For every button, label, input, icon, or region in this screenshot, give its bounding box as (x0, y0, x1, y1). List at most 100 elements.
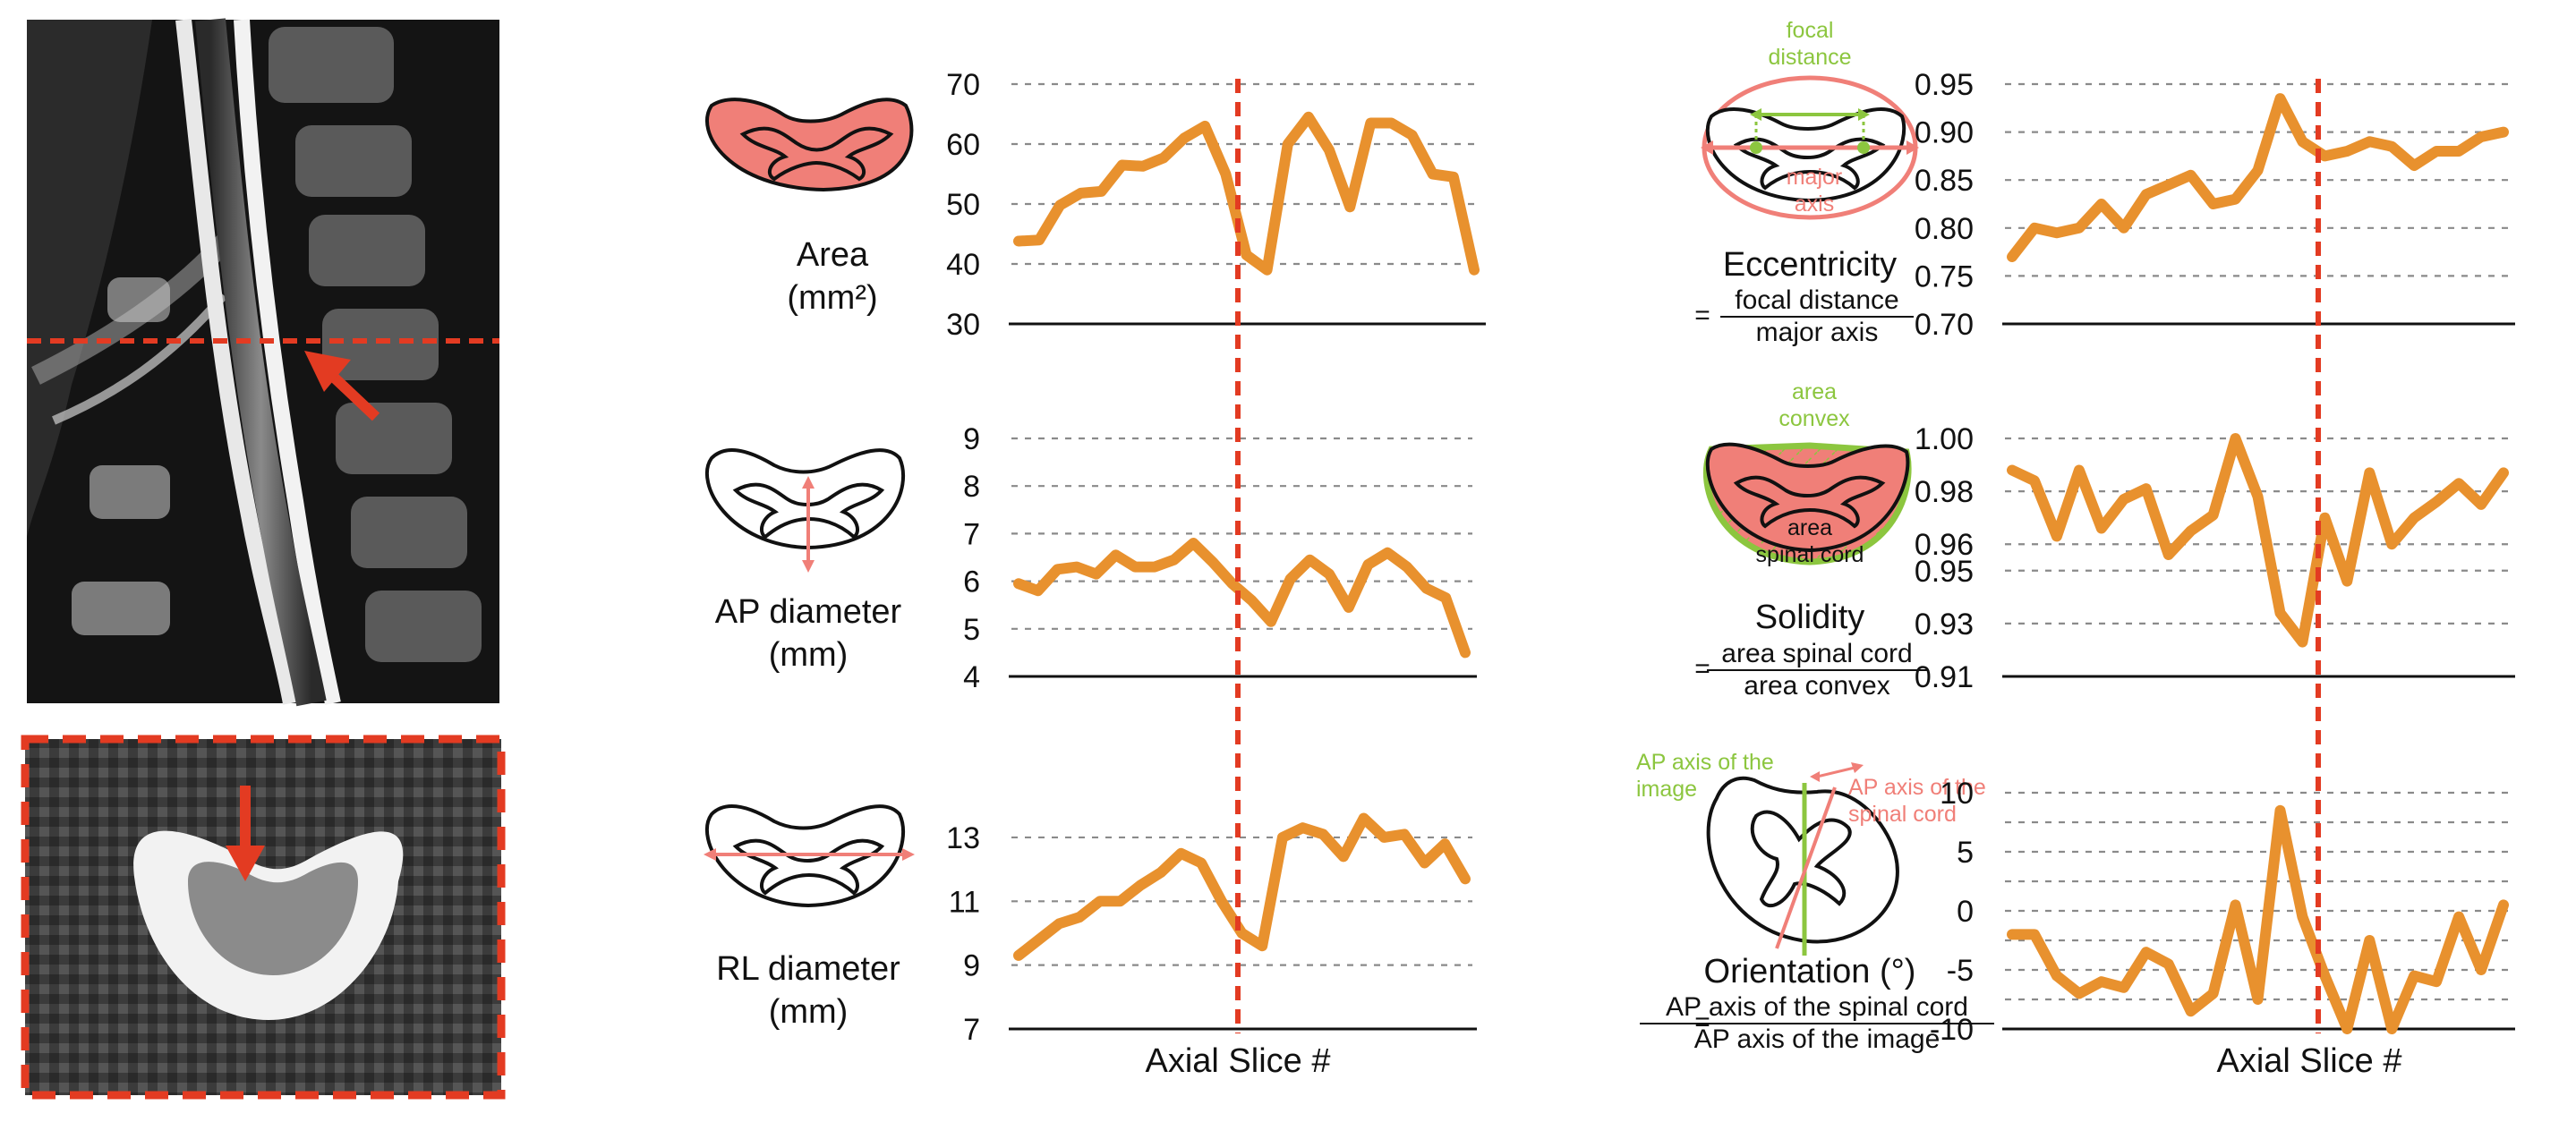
data-series (1013, 812, 1471, 961)
data-point (2435, 500, 2438, 503)
data-point (2122, 986, 2125, 989)
data-point (1200, 862, 1203, 864)
y-tick-label: -5 (1947, 954, 1974, 988)
formula-denominator: major axis (1756, 318, 1879, 347)
data-point (1220, 900, 1223, 903)
y-tick-label: 0.85 (1915, 164, 1974, 198)
chart-ori: Orientation (°)=AP axis of the spinal co… (1640, 777, 2515, 1054)
solidity-icon (1702, 442, 1912, 565)
formula-numerator: AP axis of the spinal cord (1666, 992, 1968, 1022)
data-point (2368, 472, 2371, 474)
data-point (1141, 165, 1144, 167)
data-point (2458, 150, 2461, 153)
data-point (1056, 568, 1059, 571)
data-point (2503, 472, 2504, 474)
data-point (2301, 915, 2304, 918)
data-point (1058, 922, 1061, 925)
data-point (1079, 916, 1081, 919)
data-point (2167, 963, 2170, 965)
y-tick-label: 10 (1940, 777, 1974, 811)
y-tick-label: -10 (1930, 1013, 1974, 1047)
data-point (2435, 981, 2438, 983)
data-point (2033, 480, 2035, 482)
data-point (2368, 939, 2371, 941)
data-point (1266, 268, 1268, 271)
y-tick-label: 70 (946, 68, 980, 102)
data-point (1322, 833, 1325, 836)
cord-label-line2: spinal cord (1756, 542, 1864, 567)
data-point (2458, 915, 2461, 918)
chart-label: AP diameter (715, 593, 902, 631)
data-point (1383, 836, 1386, 838)
data-point (2122, 497, 2125, 500)
data-point (1018, 582, 1019, 585)
data-point (2480, 503, 2483, 506)
chart-ecc: Eccentricity = focal distance major axis 0.7… (1694, 68, 2515, 347)
data-point (2346, 580, 2349, 582)
cord-axis-label-line1: AP axis of the (1848, 775, 1986, 800)
data-point (1464, 878, 1466, 880)
y-tick-label: 5 (1957, 836, 1974, 870)
data-point (2033, 226, 2035, 229)
convex-label-line1: area (1792, 379, 1837, 404)
data-point (1390, 122, 1393, 124)
data-point (2167, 183, 2170, 186)
y-tick-label: 5 (963, 613, 980, 647)
data-point (1180, 852, 1182, 854)
y-tick-label: 11 (949, 885, 980, 919)
data-point (2011, 933, 2013, 936)
data-point (1162, 157, 1164, 159)
y-tick-label: 0.70 (1915, 308, 1974, 342)
data-point (2256, 496, 2259, 498)
formula-numerator: area spinal cord (1721, 639, 1912, 668)
data-point (2189, 1010, 2192, 1013)
data-point (2100, 981, 2103, 983)
data-series (2007, 433, 2509, 648)
data-point (2458, 482, 2461, 485)
data-point (2145, 193, 2147, 196)
data-point (2122, 226, 2125, 229)
major-label-line1: major (1787, 165, 1843, 190)
data-point (1095, 573, 1097, 575)
major-label-line2: axis (1795, 191, 1834, 217)
y-tick-label: 40 (946, 248, 980, 282)
data-point (1444, 843, 1446, 846)
data-series (2007, 93, 2509, 262)
orientation-icon (1706, 762, 1899, 956)
data-point (2011, 469, 2013, 472)
data-point (1349, 206, 1352, 208)
data-point (1134, 565, 1137, 568)
eccentricity-icon (1701, 75, 1919, 220)
data-point (1231, 582, 1233, 585)
data-point (1403, 833, 1405, 836)
data-point (1204, 124, 1207, 127)
data-point (1211, 561, 1214, 564)
data-point (1431, 173, 1434, 175)
y-tick-label: 60 (946, 128, 980, 162)
data-point (1121, 164, 1123, 166)
data-point (1059, 204, 1062, 207)
chart-label: Solidity (1755, 599, 1865, 636)
data-point (2212, 992, 2214, 995)
data-point (2212, 203, 2214, 205)
data-point (1405, 565, 1408, 568)
data-point (2234, 198, 2237, 200)
y-tick-label: 0.91 (1915, 660, 1974, 694)
data-point (2413, 165, 2416, 167)
data-point (2279, 612, 2282, 615)
data-point (1100, 190, 1103, 192)
y-tick-label: 13 (946, 821, 980, 855)
data-point (1038, 239, 1041, 242)
chart-label: (mm) (769, 993, 849, 1031)
y-tick-label: 0.96 (1915, 528, 1974, 562)
data-series (2007, 804, 2509, 1034)
data-point (1452, 175, 1454, 178)
focal-label-line1: focal (1787, 18, 1834, 43)
data-point (1464, 651, 1466, 654)
y-tick-label: 9 (963, 949, 980, 983)
y-tick-label: 6 (963, 565, 980, 599)
data-point (2391, 1028, 2393, 1030)
data-series (1013, 538, 1471, 659)
chart-label: (mm²) (787, 279, 877, 317)
